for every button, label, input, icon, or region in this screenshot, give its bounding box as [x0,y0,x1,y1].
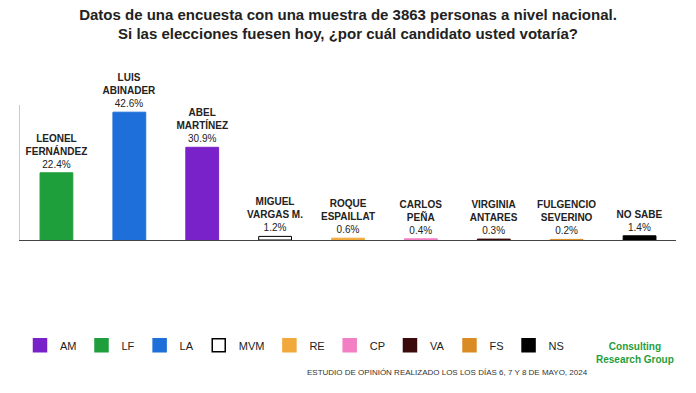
svg-text:VIRGINIAANTARES0.3%: VIRGINIAANTARES0.3% [470,199,518,236]
svg-text:AM: AM [60,340,77,352]
svg-text:MIGUELVARGAS M.1.2%: MIGUELVARGAS M.1.2% [247,196,303,233]
svg-text:RE: RE [309,340,324,352]
svg-text:LEONELFERNÁNDEZ22.4%: LEONELFERNÁNDEZ22.4% [26,133,88,170]
svg-text:CP: CP [370,340,385,352]
svg-text:NO SABE1.4%: NO SABE1.4% [617,209,663,233]
svg-text:ConsultingResearch Group: ConsultingResearch Group [596,341,674,365]
svg-text:LA: LA [180,340,194,352]
svg-text:NS: NS [549,340,564,352]
svg-text:VA: VA [430,340,445,352]
svg-text:CARLOSPEÑA0.4%: CARLOSPEÑA0.4% [400,199,443,236]
svg-text:ROQUEESPAILLAT0.6%: ROQUEESPAILLAT0.6% [321,198,375,235]
svg-text:LUISABINADER42.6%: LUISABINADER42.6% [103,72,157,109]
svg-text:MVM: MVM [239,340,265,352]
svg-text:FULGENCIOSEVERINO0.2%: FULGENCIOSEVERINO0.2% [537,199,596,236]
svg-text:FS: FS [489,340,503,352]
svg-text:ABELMARTÍNEZ30.9%: ABELMARTÍNEZ30.9% [176,107,228,144]
svg-text:ESTUDIO DE OPINIÓN REALIZADO L: ESTUDIO DE OPINIÓN REALIZADO LOS LOS DÍA… [307,368,588,377]
svg-text:LF: LF [122,340,135,352]
svg-text:Datos de una encuesta con una: Datos de una encuesta con una muestra de… [79,6,617,43]
